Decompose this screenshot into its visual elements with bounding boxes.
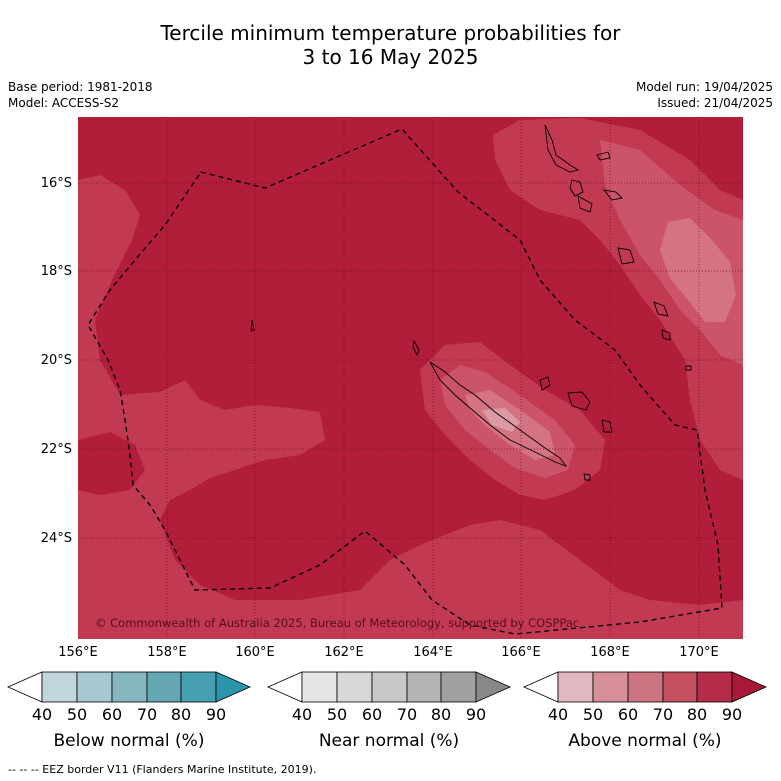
region-above-80 <box>78 175 743 639</box>
eez-border <box>87 128 723 635</box>
meta-left: Base period: 1981-2018 Model: ACCESS-S2 <box>8 79 153 111</box>
map-title-line1: Tercile minimum temperature probabilitie… <box>160 21 621 45</box>
lon-tick-166e: 166°E <box>501 645 541 660</box>
cb-near-label-50: 50 <box>326 705 348 724</box>
cb-above-label-90: 90 <box>721 705 743 724</box>
lat-tick-16s: 16°S <box>40 176 72 191</box>
island-espiritu-santo <box>544 124 580 173</box>
island-lifou <box>567 391 591 411</box>
map-area: © Commonwealth of Australia 2025, Bureau… <box>78 117 743 639</box>
issued-date: Issued: 21/04/2025 <box>657 96 773 110</box>
cb-below-label-70: 70 <box>136 705 158 724</box>
cb-above-label-50: 50 <box>582 705 604 724</box>
lon-tick-170e: 170°E <box>679 645 719 660</box>
island-efate <box>617 247 635 265</box>
gridlines <box>78 117 743 639</box>
island-erromango <box>653 301 669 317</box>
cb-above-label-80: 80 <box>686 705 708 724</box>
island-tanna <box>661 329 671 341</box>
cb-near-label-60: 60 <box>361 705 383 724</box>
island-isle-of-pines <box>583 473 591 481</box>
lon-tick-160e: 160°E <box>235 645 275 660</box>
lon-tick-158e: 158°E <box>147 645 187 660</box>
model-name: Model: ACCESS-S2 <box>8 96 120 110</box>
island-matthew <box>685 365 692 371</box>
cb-near-label-70: 70 <box>396 705 418 724</box>
island-maewo <box>596 151 611 161</box>
lat-tick-22s: 22°S <box>40 442 72 457</box>
cb-near-label-80: 80 <box>430 705 452 724</box>
cb-below-label-50: 50 <box>66 705 88 724</box>
cb-above-label-40: 40 <box>547 705 569 724</box>
base-period: Base period: 1981-2018 <box>8 80 153 94</box>
island-belep <box>412 339 420 357</box>
island-epi <box>602 189 623 201</box>
cb-below-label-40: 40 <box>31 705 53 724</box>
cb-below-label-80: 80 <box>170 705 192 724</box>
eez-legend-note: -- -- -- EEZ border V11 (Flanders Marine… <box>8 763 317 776</box>
map-title-line2: 3 to 16 May 2025 <box>302 45 479 69</box>
lon-tick-162e: 162°E <box>324 645 364 660</box>
cb-above-title: Above normal (%) <box>568 731 722 751</box>
cb-below-label-90: 90 <box>205 705 227 724</box>
cb-above-label-60: 60 <box>617 705 639 724</box>
copyright-notice: © Commonwealth of Australia 2025, Bureau… <box>95 616 579 630</box>
cb-near-label-90: 90 <box>465 705 487 724</box>
cb-below-title: Below normal (%) <box>53 731 205 751</box>
island-ouvea <box>539 376 551 391</box>
lon-tick-168e: 168°E <box>590 645 630 660</box>
lon-tick-164e: 164°E <box>413 645 453 660</box>
lon-tick-156e: 156°E <box>58 645 98 660</box>
lat-tick-24s: 24°S <box>40 531 72 546</box>
cb-near-label-40: 40 <box>291 705 313 724</box>
model-run: Model run: 19/04/2025 <box>635 80 773 94</box>
island-ambrym <box>577 195 593 213</box>
island-mare <box>601 419 613 433</box>
cb-below-label-60: 60 <box>101 705 123 724</box>
island-malekula <box>569 179 584 197</box>
region-above-90 <box>78 432 145 495</box>
region-nc-50 <box>482 408 520 432</box>
cb-near-title: Near normal (%) <box>318 731 460 751</box>
region-east-60 <box>660 218 736 322</box>
cb-above-label-70: 70 <box>652 705 674 724</box>
meta-right: Model run: 19/04/2025 Issued: 21/04/2025 <box>636 79 773 111</box>
new-caledonia-mainland <box>429 361 568 467</box>
lat-tick-20s: 20°S <box>40 353 72 368</box>
land-outlines <box>250 124 692 481</box>
island-chesterfield <box>250 319 255 332</box>
lat-tick-18s: 18°S <box>40 264 72 279</box>
